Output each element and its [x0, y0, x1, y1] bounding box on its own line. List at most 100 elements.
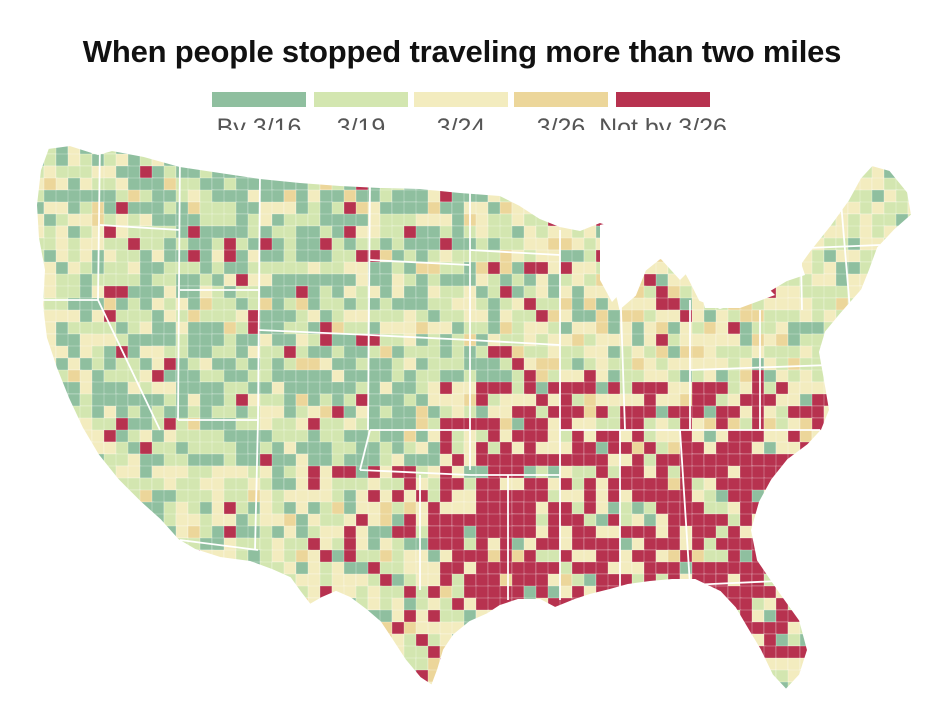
county-cell	[595, 525, 610, 540]
county-cell	[715, 333, 729, 347]
county-cell	[103, 381, 117, 396]
county-cell	[115, 381, 129, 396]
county-cell	[379, 489, 394, 503]
county-cell	[343, 189, 357, 203]
county-cell	[235, 297, 249, 311]
county-cell	[391, 609, 405, 623]
county-cell	[199, 405, 213, 420]
county-cell	[727, 345, 742, 360]
county-cell	[79, 261, 93, 275]
county-cell	[415, 561, 430, 576]
county-cell	[487, 405, 501, 420]
county-cell	[403, 429, 417, 443]
county-cell	[271, 201, 285, 215]
county-cell	[235, 201, 249, 215]
county-cell	[115, 213, 129, 227]
county-cell	[283, 537, 297, 551]
county-cell	[499, 453, 513, 468]
county-cell	[283, 513, 297, 528]
county-cell	[295, 441, 309, 455]
county-cell	[787, 357, 801, 371]
county-cell	[439, 537, 453, 552]
county-cell	[583, 333, 597, 347]
county-cell	[559, 417, 574, 431]
county-cell	[535, 453, 549, 467]
county-cell	[379, 417, 394, 432]
county-cell	[391, 285, 405, 300]
county-cell	[139, 489, 154, 504]
county-cell	[235, 333, 249, 347]
county-cell	[307, 441, 322, 456]
county-cell	[151, 237, 165, 252]
county-cell	[151, 465, 166, 480]
county-cell	[355, 297, 370, 312]
county-cell	[355, 513, 369, 527]
county-cell	[523, 537, 537, 552]
county-cell	[439, 573, 454, 588]
county-cell	[139, 357, 153, 372]
county-cell	[475, 441, 490, 456]
county-cell	[67, 321, 81, 335]
county-cell	[547, 489, 561, 504]
county-cell	[499, 585, 513, 600]
county-cell	[355, 357, 370, 372]
county-cell	[163, 297, 177, 312]
county-cell	[55, 177, 69, 192]
county-cell	[439, 333, 454, 347]
county-cell	[607, 573, 622, 587]
county-cell	[319, 225, 333, 240]
county-cell	[775, 345, 790, 359]
county-cell	[703, 501, 718, 515]
county-cell	[799, 429, 813, 444]
county-cell	[547, 381, 562, 395]
county-cell	[187, 249, 202, 263]
county-cell	[799, 309, 813, 323]
county-cell	[583, 237, 597, 251]
county-cell	[631, 549, 646, 564]
county-cell	[391, 441, 405, 455]
county-cell	[79, 249, 94, 264]
county-cell	[91, 357, 105, 371]
county-cell	[439, 585, 453, 599]
county-cell	[451, 489, 466, 503]
county-cell	[187, 429, 201, 444]
county-cell	[595, 297, 610, 311]
county-cell	[391, 237, 405, 252]
county-cell	[775, 297, 790, 311]
county-cell	[643, 393, 657, 407]
county-cell	[175, 513, 189, 527]
county-cell	[439, 201, 453, 216]
county-cell	[427, 501, 441, 515]
county-cell	[631, 561, 645, 576]
county-cell	[511, 501, 525, 515]
county-cell	[727, 441, 741, 455]
county-cell	[763, 609, 777, 623]
county-cell	[175, 429, 190, 444]
county-cell	[379, 345, 394, 359]
county-cell	[307, 225, 322, 239]
county-cell	[547, 237, 561, 251]
county-cell	[715, 417, 729, 431]
county-cell	[451, 561, 466, 576]
county-cell	[415, 285, 429, 300]
county-cell	[391, 357, 405, 372]
county-cell	[511, 585, 525, 599]
county-cell	[739, 333, 754, 347]
county-cell	[367, 417, 382, 431]
county-cell	[739, 369, 753, 384]
county-cell	[727, 393, 742, 407]
county-cell	[283, 201, 297, 216]
county-cell	[367, 525, 382, 540]
county-cell	[643, 561, 657, 576]
county-cell	[127, 213, 141, 227]
county-cell	[199, 273, 214, 287]
county-cell	[355, 201, 370, 215]
county-cell	[475, 381, 489, 395]
county-cell	[199, 489, 214, 504]
county-cell	[643, 549, 657, 564]
county-cell	[487, 201, 502, 216]
county-cell	[751, 393, 766, 408]
county-cell	[535, 513, 550, 527]
county-cell	[727, 513, 741, 528]
county-cell	[307, 237, 322, 252]
